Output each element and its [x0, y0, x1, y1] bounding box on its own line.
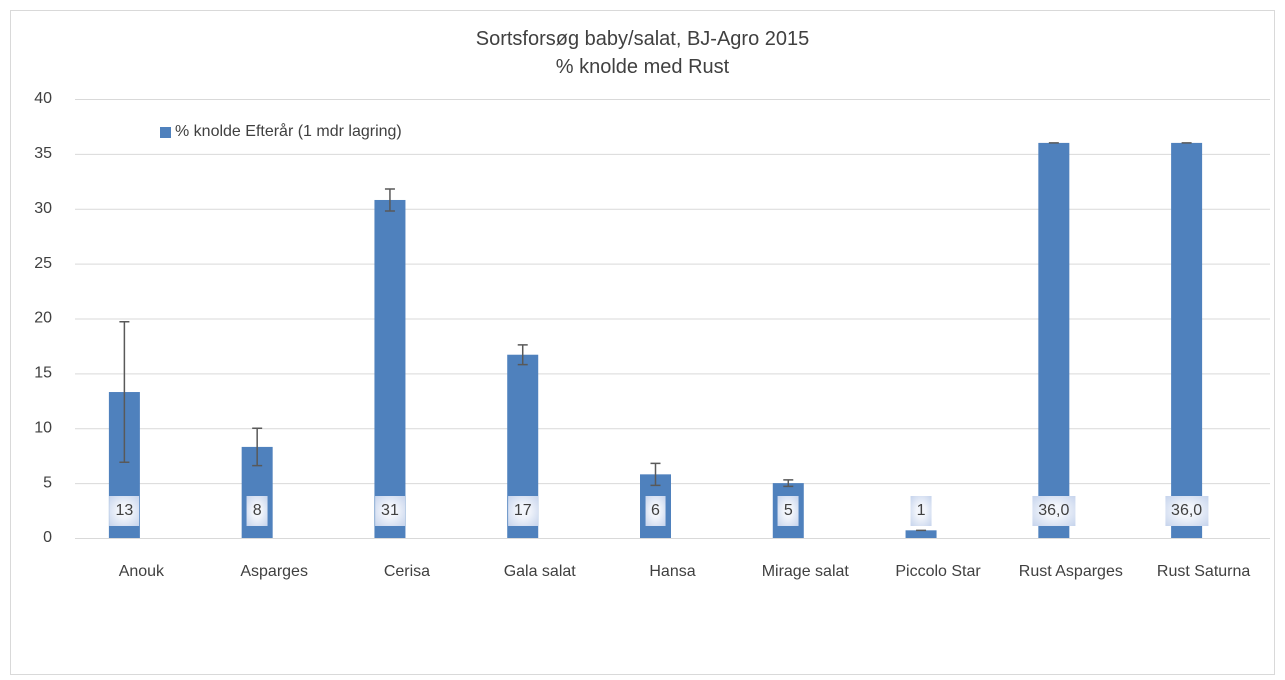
y-tick-label: 10	[34, 419, 52, 436]
bar	[374, 199, 406, 538]
bar	[1171, 142, 1203, 538]
x-tick-label: Mirage salat	[761, 563, 849, 580]
x-tick-label: Rust Asparges	[1018, 563, 1123, 580]
y-tick-label: 35	[34, 145, 52, 162]
data-label: 17	[507, 496, 538, 526]
data-label: 6	[645, 496, 666, 526]
error-bar	[384, 188, 395, 212]
data-label: 8	[246, 496, 268, 526]
error-bar	[252, 427, 263, 467]
chart-title: Sortsforsøg baby/salat, BJ-Agro 2015	[475, 28, 810, 50]
x-tick-label: Gala salat	[503, 563, 576, 580]
error-bar	[517, 344, 528, 366]
data-label: 13	[109, 496, 140, 526]
data-label: 36,0	[1032, 496, 1076, 526]
y-tick-label: 25	[34, 255, 52, 272]
error-bar	[783, 479, 794, 488]
legend: % knolde Efterår (1 mdr lagring)	[160, 123, 402, 141]
data-label: 5	[777, 496, 799, 526]
y-tick-label: 30	[34, 200, 52, 217]
error-bar	[650, 462, 661, 487]
legend-swatch	[160, 126, 171, 138]
data-label: 31	[375, 496, 405, 526]
chart-subtitle: % knolde med Rust	[555, 56, 730, 78]
x-tick-label: Rust Saturna	[1156, 563, 1251, 580]
x-tick-label: Hansa	[649, 563, 696, 580]
y-tick-label: 5	[43, 474, 52, 491]
bar	[1038, 142, 1070, 538]
error-bar	[119, 321, 130, 464]
legend-label: % knolde Efterår (1 mdr lagring)	[175, 123, 402, 140]
bar	[905, 530, 937, 538]
x-tick-label: Anouk	[118, 563, 165, 580]
y-tick-label: 0	[43, 529, 52, 546]
x-tick-label: Cerisa	[383, 563, 431, 580]
x-tick-label: Asparges	[240, 563, 308, 580]
data-label: 1	[910, 496, 932, 526]
y-tick-label: 20	[34, 310, 52, 327]
y-tick-label: 15	[34, 365, 52, 382]
x-tick-label: Piccolo Star	[895, 563, 981, 580]
data-label: 36,0	[1165, 496, 1209, 526]
y-tick-label: 40	[34, 90, 52, 107]
